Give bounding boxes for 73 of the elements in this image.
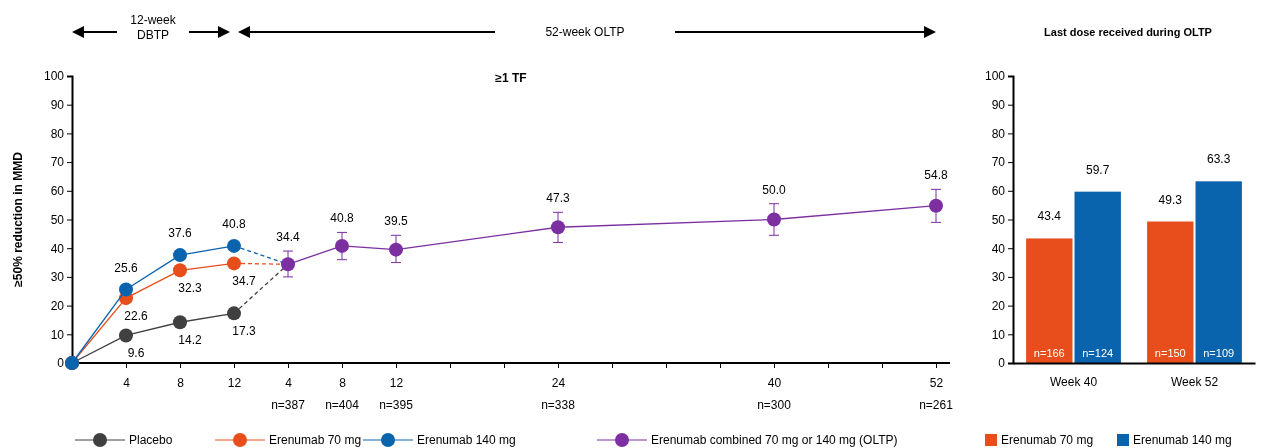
y-tick-label: 90 bbox=[991, 98, 1006, 113]
text: 52-week OLTP bbox=[545, 25, 625, 39]
y-tick-label: 20 bbox=[50, 298, 65, 313]
data-label: 34.7 bbox=[232, 274, 256, 289]
data-label: 40.8 bbox=[330, 211, 354, 226]
x-tick-label: 24 bbox=[551, 375, 566, 390]
x-tick-label: 12 bbox=[389, 375, 404, 390]
y-tick-label: 30 bbox=[50, 270, 65, 285]
y-tick-label: 50 bbox=[991, 212, 1006, 227]
y-tick-label: 0 bbox=[998, 356, 1006, 371]
y-axis-title: ≥50% reduction in MMD bbox=[11, 151, 25, 287]
y-tick-label: 10 bbox=[991, 327, 1006, 342]
y-tick-label: 80 bbox=[991, 126, 1006, 141]
text: n=300 bbox=[757, 398, 792, 412]
chart-title: ≥1 TF bbox=[495, 71, 527, 85]
data-label: 43.4 bbox=[1037, 209, 1062, 224]
y-tick-label: 10 bbox=[50, 327, 65, 342]
data-label: 22.6 bbox=[124, 309, 148, 324]
y-tick-label: 100 bbox=[984, 69, 1006, 84]
text: n=404 bbox=[325, 398, 360, 412]
x-tick-label: 8 bbox=[339, 375, 347, 390]
data-label: 63.3 bbox=[1207, 152, 1231, 167]
x-tick-label: 4 bbox=[285, 375, 293, 390]
annotation: n=124 bbox=[1082, 347, 1114, 359]
legend-label: Erenumab 70 mg bbox=[1001, 433, 1094, 447]
data-label: 59.7 bbox=[1086, 162, 1110, 177]
data-label: 14.2 bbox=[178, 333, 202, 348]
legend-label: Erenumab 140 mg bbox=[1133, 433, 1232, 447]
legend-label: Erenumab combined 70 mg or 140 mg (OLTP) bbox=[651, 433, 898, 447]
data-label: 25.6 bbox=[114, 260, 138, 275]
legend-label: Erenumab 140 mg bbox=[417, 433, 516, 447]
x-tick-label: 4 bbox=[123, 375, 131, 390]
y-tick-label: 100 bbox=[43, 69, 65, 84]
y-tick-label: 20 bbox=[991, 298, 1006, 313]
annotation: n=166 bbox=[1033, 347, 1065, 359]
annotation: n=109 bbox=[1203, 347, 1235, 359]
text: n=395 bbox=[379, 398, 414, 412]
legend-label: Erenumab 70 mg bbox=[269, 433, 362, 447]
text: n=338 bbox=[541, 398, 576, 412]
annotation: n=150 bbox=[1154, 347, 1186, 359]
chart-title: Last dose received during OLTP bbox=[1044, 26, 1212, 38]
data-label: 39.5 bbox=[384, 214, 408, 229]
data-label: 50.0 bbox=[762, 182, 786, 197]
data-label: 47.3 bbox=[546, 191, 570, 206]
x-tick-label: 40 bbox=[767, 375, 782, 390]
legend-label: Placebo bbox=[129, 433, 173, 447]
text: n=261 bbox=[919, 398, 954, 412]
data-label: 37.6 bbox=[168, 226, 192, 241]
data-label: 17.3 bbox=[232, 324, 256, 339]
x-tick-label: 12 bbox=[227, 375, 242, 390]
y-tick-label: 90 bbox=[50, 98, 65, 113]
y-tick-label: 0 bbox=[57, 356, 65, 371]
x-tick-label: 52 bbox=[929, 375, 944, 390]
data-label: 54.8 bbox=[924, 168, 948, 183]
y-tick-label: 50 bbox=[50, 212, 65, 227]
y-tick-label: 70 bbox=[991, 155, 1006, 170]
y-tick-label: 60 bbox=[50, 184, 65, 199]
y-tick-label: 70 bbox=[50, 155, 65, 170]
data-label: 34.4 bbox=[276, 230, 300, 245]
x-tick-label: Week 52 bbox=[1170, 374, 1219, 389]
x-tick-label: Week 40 bbox=[1049, 374, 1098, 389]
y-tick-label: 40 bbox=[991, 241, 1006, 256]
data-label: 9.6 bbox=[127, 346, 145, 361]
x-tick-label: 8 bbox=[177, 375, 185, 390]
text: n=387 bbox=[271, 398, 306, 412]
y-tick-label: 80 bbox=[50, 126, 65, 141]
y-tick-label: 60 bbox=[991, 184, 1006, 199]
y-tick-label: 40 bbox=[50, 241, 65, 256]
data-label: 32.3 bbox=[178, 281, 202, 296]
data-label: 49.3 bbox=[1158, 192, 1183, 207]
text: 12-week DBTP bbox=[130, 13, 177, 42]
data-label: 40.8 bbox=[222, 216, 246, 231]
y-tick-label: 30 bbox=[991, 270, 1006, 285]
